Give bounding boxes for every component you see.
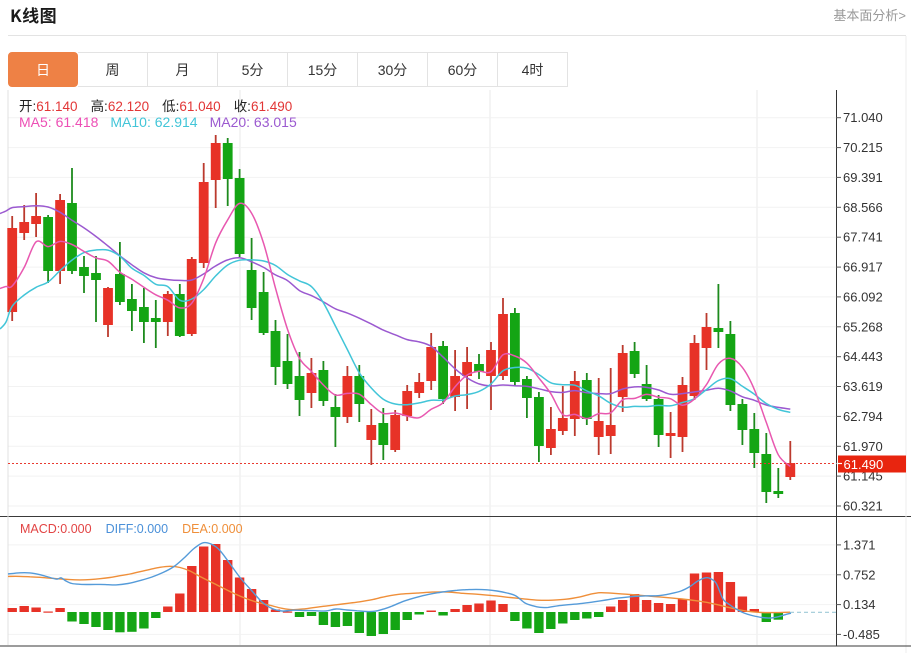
svg-text:1.371: 1.371 <box>843 537 876 552</box>
svg-text:66.092: 66.092 <box>843 289 883 304</box>
svg-text:0.752: 0.752 <box>843 567 876 582</box>
svg-text:60.321: 60.321 <box>843 499 883 514</box>
svg-text:63.619: 63.619 <box>843 379 883 394</box>
svg-text:65.268: 65.268 <box>843 319 883 334</box>
svg-text:69.391: 69.391 <box>843 170 883 185</box>
svg-text:66.917: 66.917 <box>843 260 883 275</box>
svg-text:61.490: 61.490 <box>844 457 884 472</box>
svg-text:0.134: 0.134 <box>843 597 876 612</box>
svg-text:70.215: 70.215 <box>843 140 883 155</box>
svg-text:71.040: 71.040 <box>843 110 883 125</box>
svg-text:64.443: 64.443 <box>843 349 883 364</box>
svg-text:67.741: 67.741 <box>843 230 883 245</box>
svg-text:62.794: 62.794 <box>843 409 883 424</box>
svg-text:68.566: 68.566 <box>843 200 883 215</box>
svg-text:-0.485: -0.485 <box>843 627 880 642</box>
svg-text:61.970: 61.970 <box>843 439 883 454</box>
